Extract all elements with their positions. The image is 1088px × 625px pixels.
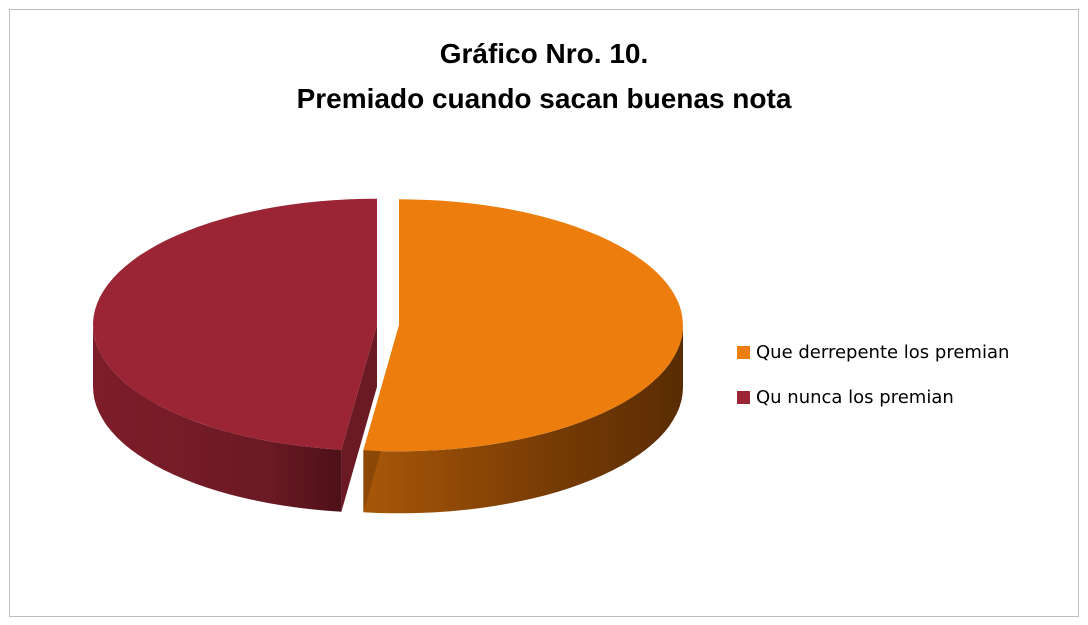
legend-label: Que derrepente los premian xyxy=(756,341,1010,363)
pie-slice-0 xyxy=(363,199,683,452)
chart-legend: Que derrepente los premian Qu nunca los … xyxy=(737,340,1009,430)
chart-title-line-1: Gráfico Nro. 10. xyxy=(439,38,649,69)
pie-slice-side-1 xyxy=(93,324,342,512)
pie-slice-side-0 xyxy=(363,325,683,514)
chart-area: Gráfico Nro. 10. Premiado cuando sacan b… xyxy=(9,9,1079,617)
legend-item-que-derrepente: Que derrepente los premian xyxy=(737,340,1009,364)
pie-chart xyxy=(93,198,683,514)
legend-swatch-orange xyxy=(737,345,750,359)
pie-slice-cutface-1-0 xyxy=(341,324,377,512)
legend-swatch-red xyxy=(737,390,750,404)
chart-title-line-2: Premiado cuando sacan buenas nota xyxy=(296,83,792,114)
pie-slice-1 xyxy=(93,198,377,450)
legend-label: Qu nunca los premian xyxy=(756,386,954,408)
legend-item-qu-nunca: Qu nunca los premian xyxy=(737,385,1009,409)
